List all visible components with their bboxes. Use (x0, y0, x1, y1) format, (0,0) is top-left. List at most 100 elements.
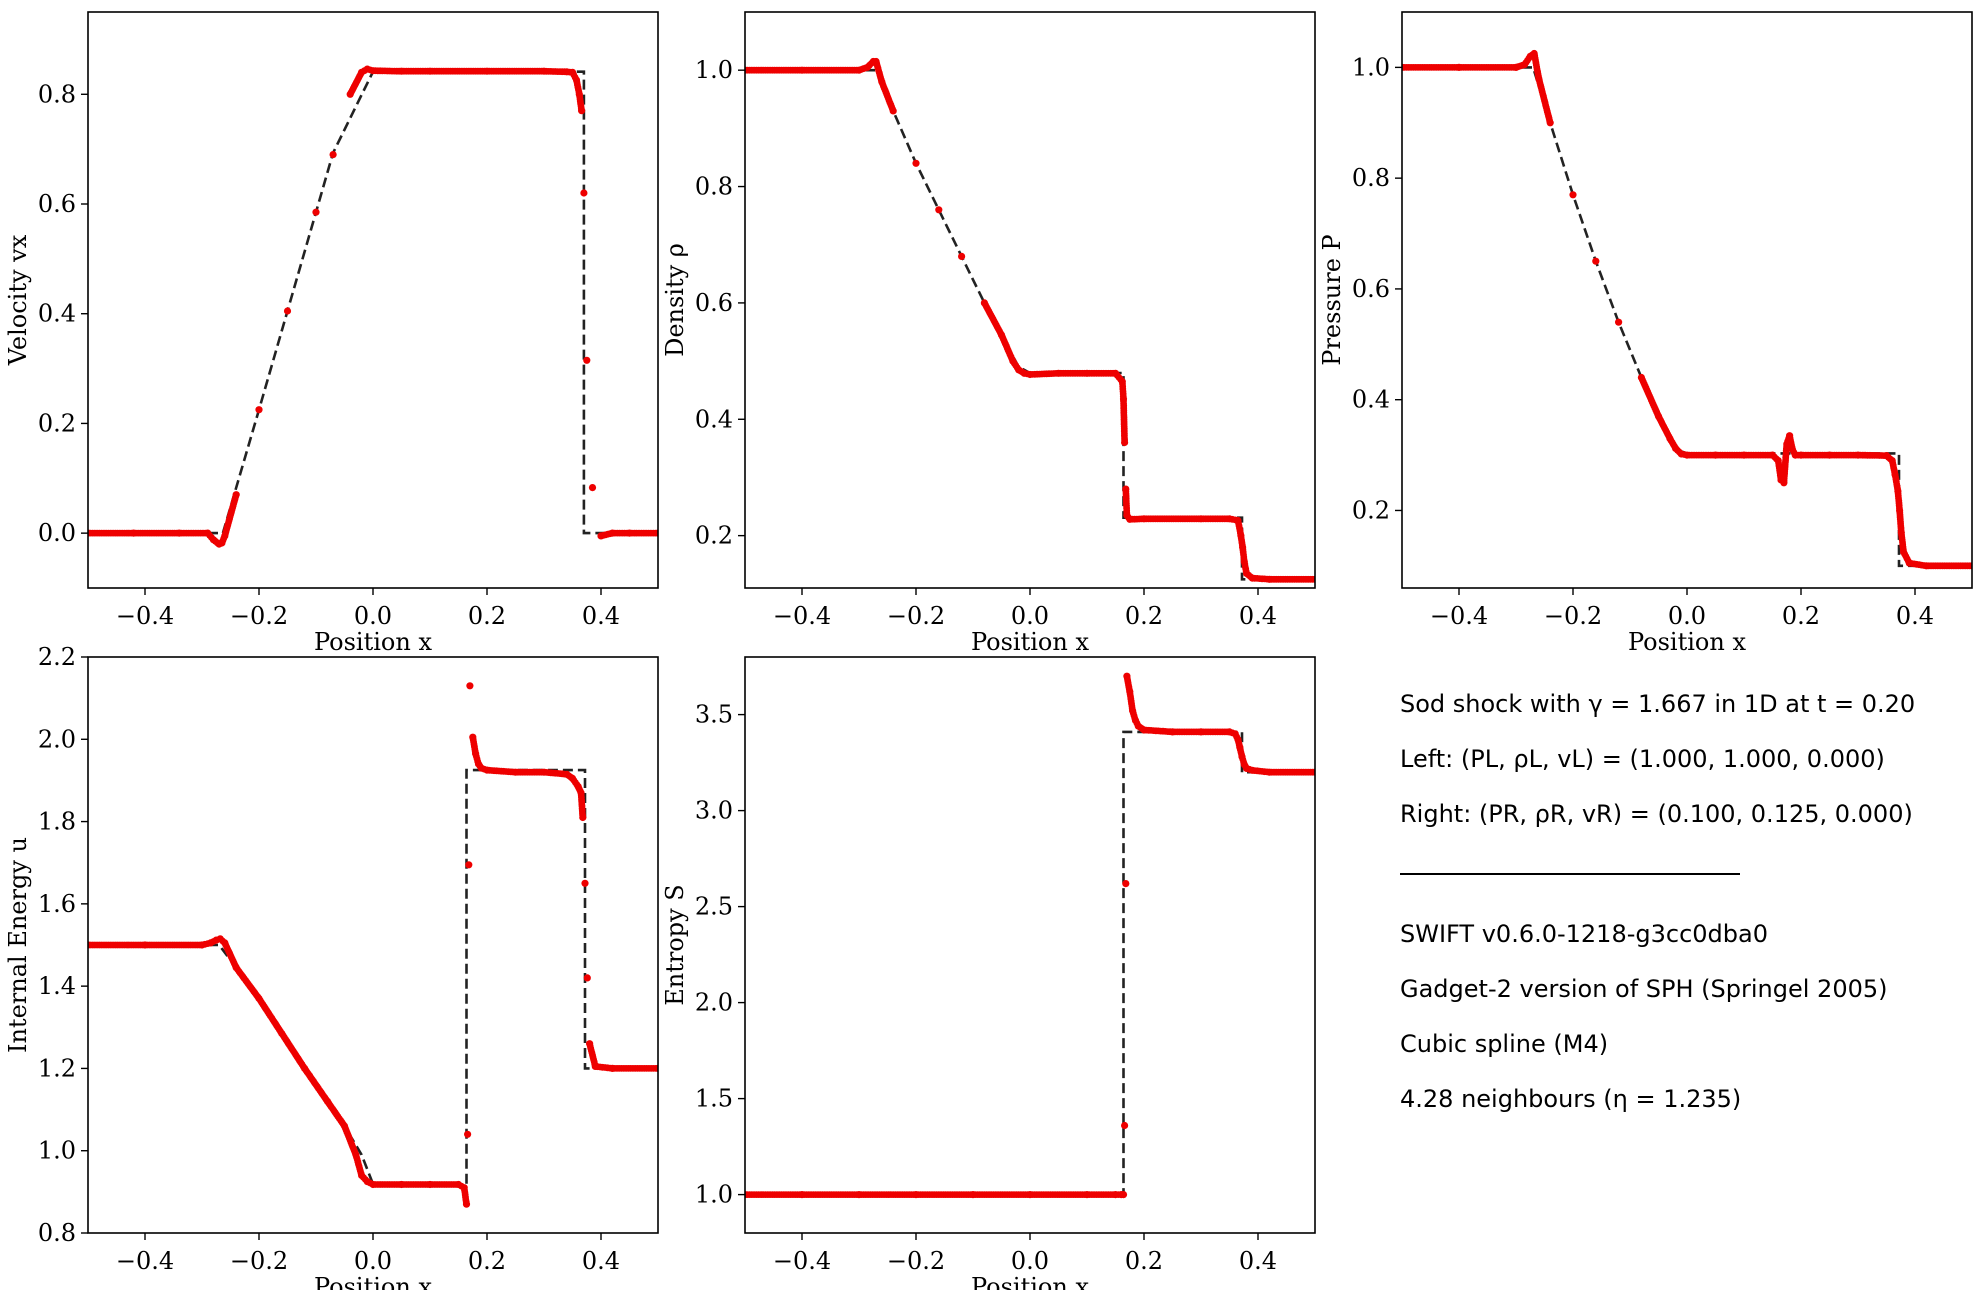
entropy-y-tick-label: 2.5 (695, 893, 733, 921)
entropy-x-tick-label: −0.4 (773, 1247, 831, 1275)
info-line-title: Sod shock with γ = 1.667 in 1D at t = 0.… (1400, 690, 1916, 718)
internal-energy-y-tick-label: 2.2 (38, 643, 76, 671)
internal-energy-particle-point (466, 682, 474, 690)
pressure-particle-point (1968, 562, 1972, 570)
internal-energy-particle-point (465, 861, 473, 869)
density-x-axis-label: Position x (971, 628, 1089, 656)
pressure-y-tick-label: 0.8 (1352, 164, 1390, 192)
entropy-x-tick-label: 0.4 (1239, 1247, 1277, 1275)
velocity-particle-point (312, 208, 320, 216)
internal-energy-particle-point (462, 1200, 471, 1208)
velocity-particle-point (329, 151, 337, 159)
chart-internal-energy: −0.4 −0.2 0.0 0.2 0.4 0.8 1.0 1.2 1.4 1.6 1.8 2.0 2.… (4, 643, 659, 1290)
velocity-x-tick-label: 0.4 (582, 602, 620, 630)
internal-energy-y-tick-label: 1.0 (38, 1137, 76, 1165)
density-x-tick-label: 0.2 (1125, 602, 1163, 630)
velocity-axes-frame (87, 11, 659, 589)
pressure-analytic-solution-line (1402, 66, 1972, 568)
pressure-y-tick-label: 1.0 (1352, 53, 1390, 81)
velocity-plot-area (88, 65, 658, 548)
entropy-y-tick-label: 1.0 (695, 1181, 733, 1209)
entropy-x-axis-label: Position x (971, 1273, 1089, 1290)
pressure-particle-point (1569, 191, 1577, 199)
pressure-axes-frame (1401, 11, 1973, 589)
internal-energy-particle-point (579, 813, 587, 822)
internal-energy-analytic-solution-line (88, 768, 658, 1186)
entropy-analytic-solution-line (745, 730, 1315, 1196)
pressure-particle-point (1592, 257, 1600, 265)
internal-energy-y-tick-label: 1.8 (38, 808, 76, 836)
pressure-y-axis-label: Pressure P (1318, 234, 1346, 365)
internal-energy-particle-points (88, 682, 658, 1208)
density-x-tick-label: 0.0 (1011, 602, 1049, 630)
entropy-axes-frame (744, 656, 1316, 1234)
internal-energy-plot-area (88, 682, 658, 1208)
entropy-x-tick-label: −0.2 (887, 1247, 945, 1275)
chart-entropy: −0.4 −0.2 0.0 0.2 0.4 1.0 1.5 2.0 2.5 3.0 3.5 Posit… (661, 656, 1316, 1290)
internal-energy-y-tick-label: 0.8 (38, 1219, 76, 1247)
info-line-left-state: Left: (PL, ρL, vL) = (1.000, 1.000, 0.00… (1400, 745, 1885, 773)
internal-energy-y-axis-label: Internal Energy u (4, 837, 32, 1053)
internal-energy-x-tick-label: −0.2 (230, 1247, 288, 1275)
internal-energy-x-tick-label: 0.0 (354, 1247, 392, 1275)
pressure-particle-points (1402, 49, 1972, 570)
velocity-particle-point (255, 406, 263, 414)
internal-energy-x-tick-label: −0.4 (116, 1247, 174, 1275)
pressure-y-tick-label: 0.2 (1352, 496, 1390, 524)
entropy-particle-point (1119, 1191, 1128, 1199)
entropy-y-tick-label: 3.0 (695, 797, 733, 825)
internal-energy-particle-point (654, 1064, 658, 1072)
internal-energy-x-tick-label: 0.2 (468, 1247, 506, 1275)
velocity-analytic-solution-line (88, 70, 658, 535)
density-y-tick-label: 1.0 (695, 56, 733, 84)
info-line-sph-scheme: Gadget-2 version of SPH (Springel 2005) (1400, 975, 1888, 1003)
pressure-particle-point (1615, 318, 1623, 326)
velocity-particle-point (654, 529, 658, 537)
internal-energy-y-tick-label: 1.6 (38, 890, 76, 918)
velocity-x-tick-label: −0.2 (230, 602, 288, 630)
density-particle-point (912, 159, 920, 167)
velocity-x-tick-label: −0.4 (116, 602, 174, 630)
velocity-x-axis-label: Position x (314, 628, 432, 656)
velocity-particle-point (580, 189, 588, 197)
entropy-particle-points (745, 672, 1315, 1199)
pressure-y-tick-label: 0.6 (1352, 275, 1390, 303)
pressure-x-axis-label: Position x (1628, 628, 1746, 656)
chart-density: −0.4 −0.2 0.0 0.2 0.4 0.2 0.4 0.6 0.8 1.0 Position… (661, 11, 1316, 656)
density-particle-point (1311, 575, 1315, 583)
velocity-y-tick-label: 0.4 (38, 300, 76, 328)
info-line-right-state: Right: (PR, ρR, vR) = (0.100, 0.125, 0.0… (1400, 800, 1913, 828)
entropy-y-tick-label: 3.5 (695, 701, 733, 729)
chart-pressure: −0.4 −0.2 0.0 0.2 0.4 0.2 0.4 0.6 0.8 1.0 Position… (1318, 11, 1973, 656)
velocity-y-tick-label: 0.2 (38, 409, 76, 437)
velocity-particle-points (88, 65, 658, 548)
entropy-particle-point (1311, 768, 1315, 776)
velocity-y-tick-label: 0.8 (38, 80, 76, 108)
velocity-x-tick-label: 0.0 (354, 602, 392, 630)
density-particle-point (958, 252, 966, 260)
density-particle-point (889, 107, 897, 115)
info-line-kernel: Cubic spline (M4) (1400, 1030, 1609, 1058)
entropy-x-tick-label: 0.2 (1125, 1247, 1163, 1275)
density-particle-point (1121, 438, 1129, 447)
internal-energy-x-tick-label: 0.4 (582, 1247, 620, 1275)
internal-energy-particle-point (583, 974, 591, 982)
entropy-x-tick-label: 0.0 (1011, 1247, 1049, 1275)
chart-velocity: −0.4 −0.2 0.0 0.2 0.4 0.0 0.2 0.4 0.6 0.8 Position… (4, 11, 659, 656)
density-particle-point (935, 206, 943, 214)
pressure-x-tick-label: 0.0 (1668, 602, 1706, 630)
internal-energy-particle-point (581, 879, 589, 887)
velocity-particle-point (232, 491, 240, 499)
velocity-particle-point (578, 107, 586, 115)
entropy-plot-area (745, 672, 1315, 1199)
entropy-particle-point (1121, 1121, 1129, 1130)
density-axes-frame (744, 11, 1316, 589)
internal-energy-y-tick-label: 2.0 (38, 725, 76, 753)
internal-energy-y-tick-label: 1.4 (38, 972, 76, 1000)
density-y-tick-label: 0.8 (695, 173, 733, 201)
pressure-x-tick-label: −0.4 (1430, 602, 1488, 630)
entropy-y-tick-label: 1.5 (695, 1085, 733, 1113)
velocity-y-axis-label: Velocity vx (4, 234, 32, 366)
internal-energy-y-tick-label: 1.2 (38, 1054, 76, 1082)
